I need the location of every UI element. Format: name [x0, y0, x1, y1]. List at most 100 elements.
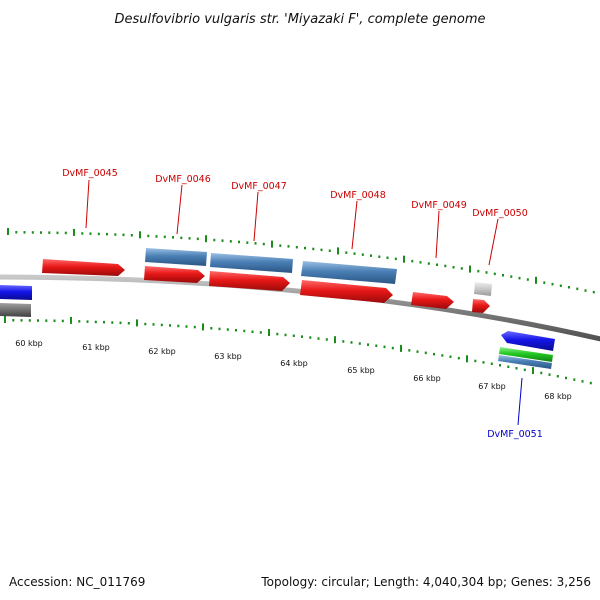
- gene-label-dvmf-0045[interactable]: DvMF_0045: [62, 168, 118, 179]
- minor-tick: [229, 240, 232, 243]
- minor-tick: [81, 232, 84, 235]
- genome-stats-text: Topology: circular; Length: 4,040,304 bp…: [260, 575, 591, 589]
- minor-tick: [254, 242, 257, 245]
- minor-tick: [543, 281, 546, 284]
- gene-dvmf-0050-pseudo[interactable]: [474, 282, 492, 296]
- minor-tick: [493, 272, 496, 276]
- minor-tick: [122, 233, 125, 237]
- inner-tick-track: [4, 316, 592, 385]
- gene-dvmf-0046-red[interactable]: [144, 266, 205, 283]
- minor-tick: [144, 322, 147, 326]
- major-tick: [202, 323, 204, 331]
- minor-tick: [226, 328, 229, 331]
- minor-tick: [251, 330, 254, 333]
- minor-tick: [31, 231, 34, 234]
- gene-dvmf-0047[interactable]: [210, 253, 293, 273]
- minor-tick: [37, 319, 39, 322]
- minor-tick: [540, 371, 543, 375]
- minor-tick: [259, 331, 262, 334]
- gene-label-dvmf-0047[interactable]: DvMF_0047: [231, 181, 287, 192]
- gene-dvmf-0049[interactable]: [411, 292, 454, 309]
- minor-tick: [518, 276, 521, 280]
- minor-tick: [28, 319, 31, 322]
- gene-label-dvmf-0051[interactable]: DvMF_0051: [487, 429, 543, 440]
- minor-tick: [444, 264, 447, 268]
- minor-tick: [262, 242, 265, 246]
- minor-tick: [424, 351, 427, 355]
- major-tick: [403, 255, 405, 263]
- minor-tick: [499, 364, 501, 367]
- major-tick: [271, 240, 273, 248]
- minor-tick: [353, 252, 356, 255]
- major-tick: [73, 228, 75, 236]
- gene-left-blue[interactable]: [0, 285, 32, 300]
- gene-label-dvmf-0049[interactable]: DvMF_0049: [411, 200, 467, 211]
- minor-tick: [295, 246, 298, 249]
- genome-backbone: [0, 274, 600, 342]
- minor-tick: [568, 286, 570, 289]
- major-tick: [139, 231, 141, 239]
- minor-tick: [111, 321, 114, 324]
- minor-tick: [40, 231, 42, 234]
- gene-dvmf-0048-red[interactable]: [300, 280, 393, 303]
- minor-tick: [460, 267, 463, 270]
- minor-tick: [97, 232, 100, 236]
- gene-right-green[interactable]: [499, 347, 553, 362]
- gene-dvmf-0051[interactable]: [501, 331, 555, 351]
- minor-tick: [436, 263, 438, 266]
- minor-tick: [565, 376, 567, 380]
- minor-tick: [320, 248, 323, 252]
- minor-tick: [309, 336, 312, 339]
- map-title: Desulfovibrio vulgaris str. 'Miyazaki F'…: [114, 12, 485, 27]
- minor-tick: [196, 237, 199, 241]
- minor-tick: [292, 334, 295, 337]
- minor-tick: [45, 319, 48, 322]
- kbp-label: 66 kbp: [413, 374, 441, 383]
- minor-tick: [235, 329, 237, 332]
- minor-tick: [15, 231, 18, 234]
- minor-tick: [386, 256, 389, 259]
- minor-tick: [452, 266, 455, 269]
- minor-tick: [510, 275, 513, 278]
- minor-tick: [342, 340, 345, 343]
- minor-tick: [378, 255, 381, 258]
- major-tick: [70, 316, 72, 324]
- minor-tick: [358, 342, 361, 345]
- minor-tick: [169, 324, 171, 327]
- minor-tick: [312, 247, 315, 251]
- minor-tick: [370, 254, 372, 257]
- gene-label-dvmf-0046[interactable]: DvMF_0046: [155, 174, 211, 185]
- minor-tick: [243, 329, 246, 333]
- minor-tick: [155, 235, 158, 238]
- minor-tick: [114, 233, 117, 236]
- gene-right-steel[interactable]: [498, 355, 552, 369]
- minor-tick: [375, 344, 378, 347]
- minor-tick: [383, 345, 386, 349]
- minor-tick: [441, 354, 444, 357]
- gene-dvmf-0050[interactable]: [472, 299, 490, 313]
- major-tick: [469, 265, 471, 273]
- minor-tick: [238, 240, 240, 244]
- minor-tick: [210, 327, 213, 330]
- minor-tick: [172, 236, 174, 239]
- minor-tick: [180, 236, 183, 240]
- minor-tick: [419, 261, 422, 264]
- gene-dvmf-0045[interactable]: [42, 259, 125, 276]
- major-tick: [334, 336, 336, 344]
- major-tick: [532, 367, 534, 375]
- gene-label-dvmf-0048[interactable]: DvMF_0048: [330, 190, 386, 201]
- minor-tick: [304, 246, 306, 250]
- gene-dvmf-0047-red[interactable]: [209, 271, 290, 291]
- gene-left-gray[interactable]: [0, 303, 31, 317]
- gene-dvmf-0046[interactable]: [145, 248, 207, 266]
- minor-tick: [482, 361, 485, 364]
- minor-tick: [53, 319, 56, 322]
- gene-label-dvmf-0050[interactable]: DvMF_0050: [472, 208, 528, 219]
- minor-tick: [89, 232, 92, 235]
- gene-dvmf-0048[interactable]: [301, 261, 397, 284]
- kbp-label: 60 kbp: [15, 339, 43, 348]
- minor-tick: [559, 284, 562, 287]
- minor-tick: [502, 274, 504, 277]
- minor-tick: [284, 333, 287, 337]
